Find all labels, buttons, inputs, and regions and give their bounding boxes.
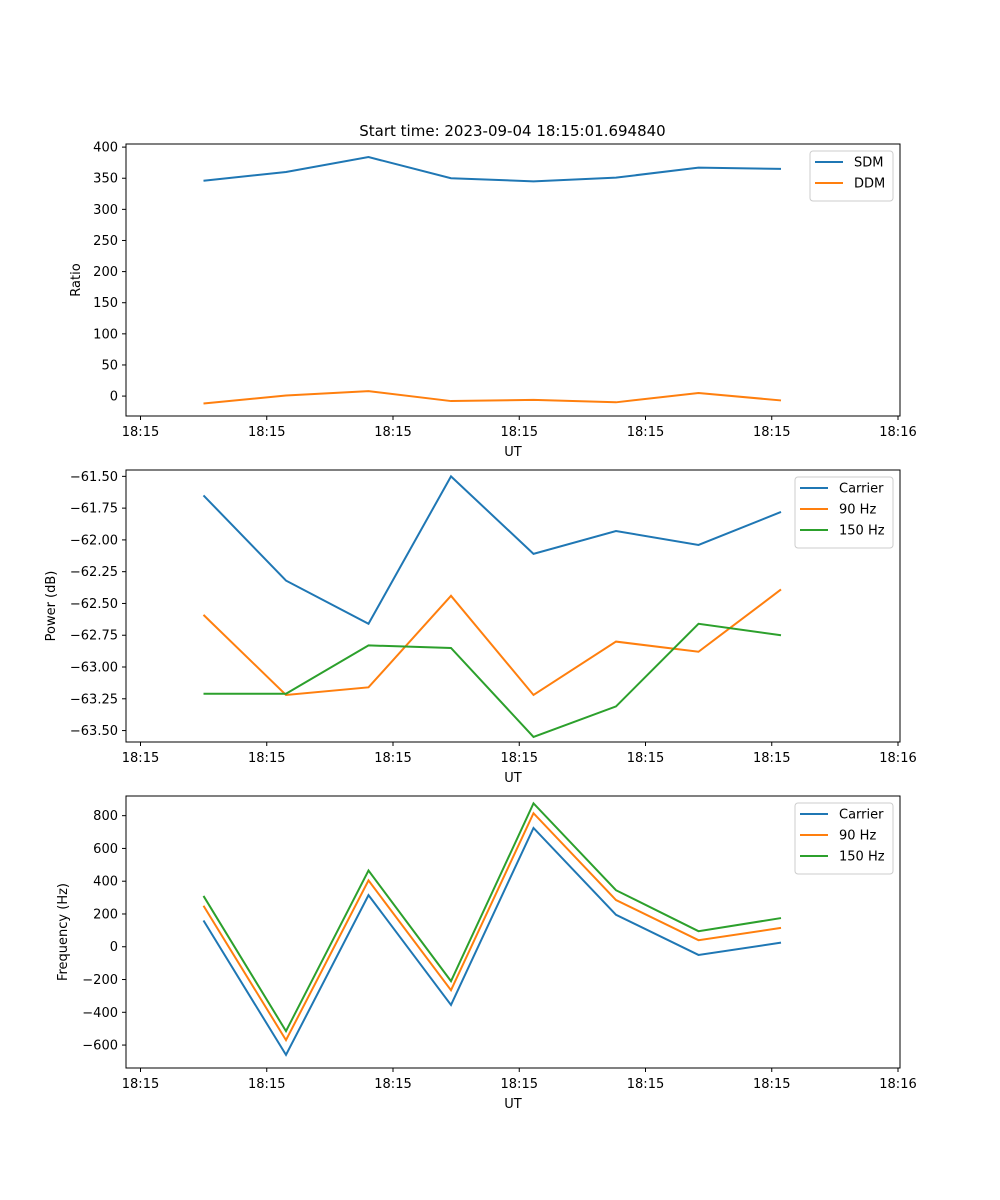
y-tick-label: 50 xyxy=(101,358,118,373)
x-tick-label: 18:15 xyxy=(248,751,285,766)
subplot-2: −63.50 −63.25 −63.00 −62.75 −62.50 −62.25 −62.… xyxy=(44,469,917,786)
legend: Carrier 90 Hz 150 Hz xyxy=(794,476,894,549)
legend-box xyxy=(809,150,894,202)
x-tick-label: 18:15 xyxy=(374,1077,411,1092)
y-axis-label: Ratio xyxy=(69,263,84,296)
y-tick-label: 100 xyxy=(93,327,118,342)
legend-label: 150 Hz xyxy=(839,850,885,865)
x-tick-label: 18:16 xyxy=(879,425,916,440)
figure-title: Start time: 2023-09-04 18:15:01.694840 xyxy=(359,122,665,140)
legend-label: SDM xyxy=(854,156,883,171)
subplot-1: 0 50 100 150 200 250 300 350 400 18:15 18:15 18:15 1… xyxy=(69,141,917,460)
y-axis-label: Power (dB) xyxy=(44,571,59,642)
y-tick-label: −62.50 xyxy=(70,597,118,612)
y-tick-label: 200 xyxy=(93,265,118,280)
x-tick-label: 18:16 xyxy=(879,1077,916,1092)
x-tick-label: 18:15 xyxy=(122,1077,159,1092)
x-axis-label: UT xyxy=(504,771,522,786)
series-line-90-hz xyxy=(202,588,782,697)
x-tick-label: 18:15 xyxy=(501,1077,538,1092)
subplot-3: −600 −400 −200 0 200 400 600 800 18:15 18:15 18:15… xyxy=(56,795,917,1112)
x-tick-label: 18:15 xyxy=(627,425,664,440)
series-line-carrier xyxy=(202,474,782,626)
series-line-sdm xyxy=(203,156,782,183)
x-tick-label: 18:15 xyxy=(374,751,411,766)
y-tick-label: −62.25 xyxy=(70,565,118,580)
series-line-carrier xyxy=(202,826,782,1057)
y-tick-label: 400 xyxy=(93,875,118,890)
legend-label: 90 Hz xyxy=(839,503,876,518)
x-tick-label: 18:15 xyxy=(248,1077,285,1092)
x-tick-label: 18:16 xyxy=(879,751,916,766)
x-tick-label: 18:15 xyxy=(753,751,790,766)
x-tick-label: 18:15 xyxy=(501,751,538,766)
legend-label: DDM xyxy=(854,177,885,192)
x-tick-label: 18:15 xyxy=(627,751,664,766)
y-tick-label: −61.50 xyxy=(70,470,118,485)
axes-frame xyxy=(125,795,901,1069)
y-tick-label: −400 xyxy=(82,1006,118,1021)
y-tick-label: 0 xyxy=(110,940,118,955)
y-tick-label: −63.25 xyxy=(70,692,118,707)
y-tick-label: −200 xyxy=(82,973,118,988)
x-tick-label: 18:15 xyxy=(753,1077,790,1092)
x-tick-label: 18:15 xyxy=(627,1077,664,1092)
x-tick-label: 18:15 xyxy=(248,425,285,440)
y-tick-label: −600 xyxy=(82,1039,118,1054)
x-tick-label: 18:15 xyxy=(122,751,159,766)
legend: SDM DDM xyxy=(809,150,894,202)
subplots: 0 50 100 150 200 250 300 350 400 18:15 18:15 18:15 1… xyxy=(44,141,917,1112)
x-axis-label: UT xyxy=(504,445,522,460)
series-line-ddm xyxy=(203,390,782,405)
x-axis-label: UT xyxy=(504,1097,522,1112)
y-tick-label: 800 xyxy=(93,809,118,824)
legend-label: 150 Hz xyxy=(839,524,885,539)
y-tick-label: 250 xyxy=(93,234,118,249)
y-tick-label: 300 xyxy=(93,203,118,218)
legend-label: Carrier xyxy=(839,808,884,823)
y-tick-label: −63.50 xyxy=(70,724,118,739)
y-tick-label: 350 xyxy=(93,172,118,187)
series-line-90-hz xyxy=(202,811,782,1043)
legend-label: Carrier xyxy=(839,482,884,497)
y-tick-label: 600 xyxy=(93,842,118,857)
legend-label: 90 Hz xyxy=(839,829,876,844)
y-tick-label: −62.75 xyxy=(70,629,118,644)
y-tick-label: −61.75 xyxy=(70,502,118,517)
y-tick-label: 0 xyxy=(110,390,118,405)
y-tick-label: 400 xyxy=(93,141,118,156)
y-axis-label: Frequency (Hz) xyxy=(56,883,71,981)
legend: Carrier 90 Hz 150 Hz xyxy=(794,802,894,875)
y-tick-label: −63.00 xyxy=(70,661,118,676)
y-tick-label: 200 xyxy=(93,907,118,922)
x-tick-label: 18:15 xyxy=(374,425,411,440)
series-line-150-hz xyxy=(202,801,782,1034)
x-tick-label: 18:15 xyxy=(122,425,159,440)
x-tick-label: 18:15 xyxy=(753,425,790,440)
y-tick-label: 150 xyxy=(93,296,118,311)
axes-frame xyxy=(125,143,901,417)
y-tick-label: −62.00 xyxy=(70,533,118,548)
axes-frame xyxy=(125,469,901,743)
x-tick-label: 18:15 xyxy=(501,425,538,440)
series-line-150-hz xyxy=(203,622,782,739)
